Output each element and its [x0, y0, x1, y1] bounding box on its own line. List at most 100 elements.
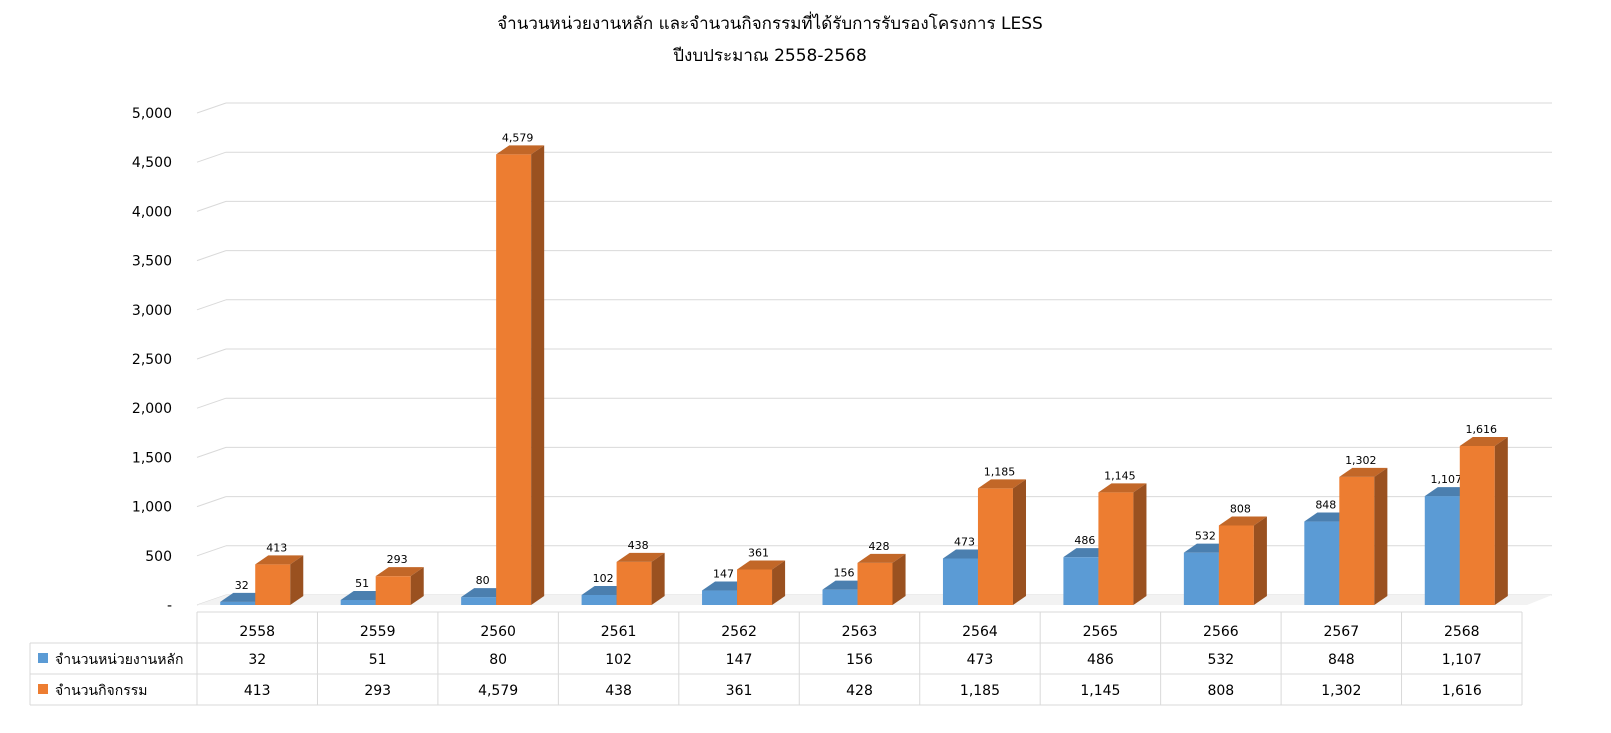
- bar-side: [772, 560, 786, 605]
- bar-front: [857, 562, 893, 605]
- chart-subtitle: ปีงบประมาณ 2558-2568: [673, 46, 867, 66]
- data-label: 4,579: [502, 131, 534, 144]
- data-label: 156: [834, 567, 855, 580]
- bar: [375, 567, 424, 605]
- bar-front: [1459, 445, 1495, 605]
- y-tick-label: 3,000: [132, 303, 172, 319]
- gridline-diagonal: [196, 200, 227, 212]
- bar-front: [1098, 492, 1134, 605]
- bar-top: [977, 479, 1027, 489]
- bar-side: [1133, 483, 1147, 605]
- table-cell: 473: [967, 652, 994, 668]
- bar-front: [1339, 476, 1375, 605]
- y-tick-label: 1,500: [132, 450, 172, 466]
- data-label: 428: [869, 540, 890, 553]
- x-tick-label: 2562: [721, 624, 757, 640]
- bar-front: [220, 601, 256, 605]
- bar-front: [1304, 521, 1340, 605]
- x-tick-label: 2568: [1444, 624, 1480, 640]
- table-cell: 4,579: [478, 683, 518, 699]
- x-tick-label: 2558: [239, 624, 275, 640]
- y-tick-label: 4,500: [132, 155, 172, 171]
- x-tick-label: 2560: [480, 624, 516, 640]
- legend-swatch: [38, 653, 48, 663]
- bar-top: [616, 552, 665, 562]
- table-cell: 147: [726, 652, 753, 668]
- table-cell: 808: [1207, 683, 1234, 699]
- bar-front: [942, 558, 978, 605]
- table-cell: 1,145: [1080, 683, 1120, 699]
- y-tick-label: 2,500: [132, 352, 172, 368]
- data-label: 532: [1195, 530, 1216, 543]
- y-tick-label: 500: [145, 549, 172, 565]
- bar: [616, 552, 665, 605]
- y-axis: - 500 1,000 1,500 2,000 2,500 3,000 3,500 4,000 4…: [132, 106, 172, 614]
- y-tick-label: 5,000: [132, 106, 172, 122]
- gridline-diagonal: [196, 496, 227, 508]
- bar-top: [1218, 516, 1267, 526]
- table-cell: 532: [1207, 652, 1234, 668]
- bar: [1459, 436, 1508, 605]
- bar-top: [255, 555, 304, 565]
- x-tick-label: 2564: [962, 624, 998, 640]
- table-cell: 486: [1087, 652, 1114, 668]
- data-label: 293: [387, 553, 408, 566]
- bar-top: [375, 567, 424, 577]
- bar-front: [1183, 552, 1219, 605]
- bar-top: [737, 560, 786, 570]
- bar-top: [1098, 483, 1147, 493]
- chart-title: จำนวนหน่วยงานหลัก และจำนวนกิจกรรมที่ได้ร…: [497, 14, 1043, 34]
- bar-front: [340, 599, 376, 605]
- table-cell: 438: [605, 683, 632, 699]
- x-tick-label: 2563: [842, 624, 878, 640]
- table-cell: 413: [244, 683, 271, 699]
- data-label: 473: [954, 535, 975, 548]
- bar: [977, 479, 1027, 605]
- legend-label: จำนวนหน่วยงานหลัก: [55, 652, 183, 668]
- bar-front: [255, 564, 291, 605]
- bar-front: [1218, 525, 1254, 605]
- x-tick-label: 2565: [1083, 624, 1119, 640]
- x-tick-label: 2567: [1323, 624, 1359, 640]
- bar: [1218, 516, 1267, 605]
- bar: [857, 553, 906, 605]
- table-cell: 1,185: [960, 683, 1000, 699]
- bar-front: [461, 597, 497, 605]
- data-label: 1,145: [1104, 469, 1136, 482]
- data-label: 51: [355, 577, 369, 590]
- table-cell: 293: [364, 683, 391, 699]
- data-label: 1,616: [1466, 423, 1498, 436]
- bar-front: [1424, 496, 1460, 605]
- table-cell: 1,107: [1442, 652, 1482, 668]
- bar-side: [410, 567, 424, 605]
- table-cell: 1,302: [1321, 683, 1361, 699]
- bar-side: [290, 555, 304, 605]
- gridline-diagonal: [196, 151, 227, 163]
- gridline-diagonal: [196, 397, 227, 409]
- bar-top: [496, 145, 545, 155]
- data-label: 80: [476, 574, 490, 587]
- data-label: 1,107: [1431, 473, 1463, 486]
- table-cell: 156: [846, 652, 873, 668]
- data-label: 147: [713, 568, 734, 581]
- bars: 32 413 51 293 80 4,579 102 438 147 361 156 428 473 1,…: [220, 131, 1508, 606]
- data-label: 438: [628, 539, 649, 552]
- data-label: 102: [593, 572, 614, 585]
- bar-top: [1339, 467, 1388, 477]
- table-cell: 1,616: [1442, 683, 1482, 699]
- y-tick-label: 1,000: [132, 500, 172, 516]
- bar-top: [1459, 436, 1508, 446]
- y-tick-label: 3,500: [132, 254, 172, 270]
- bar-side: [651, 552, 665, 605]
- bar: [737, 560, 786, 605]
- x-tick-label: 2559: [360, 624, 396, 640]
- legend-label: จำนวนกิจกรรม: [55, 683, 148, 699]
- gridline-diagonal: [196, 446, 227, 458]
- bar-side: [1494, 436, 1508, 605]
- gridline-diagonal: [196, 545, 227, 557]
- gridline-diagonal: [196, 250, 227, 262]
- x-tick-label: 2561: [601, 624, 637, 640]
- y-tick-label: 2,000: [132, 401, 172, 417]
- data-label: 808: [1230, 502, 1251, 515]
